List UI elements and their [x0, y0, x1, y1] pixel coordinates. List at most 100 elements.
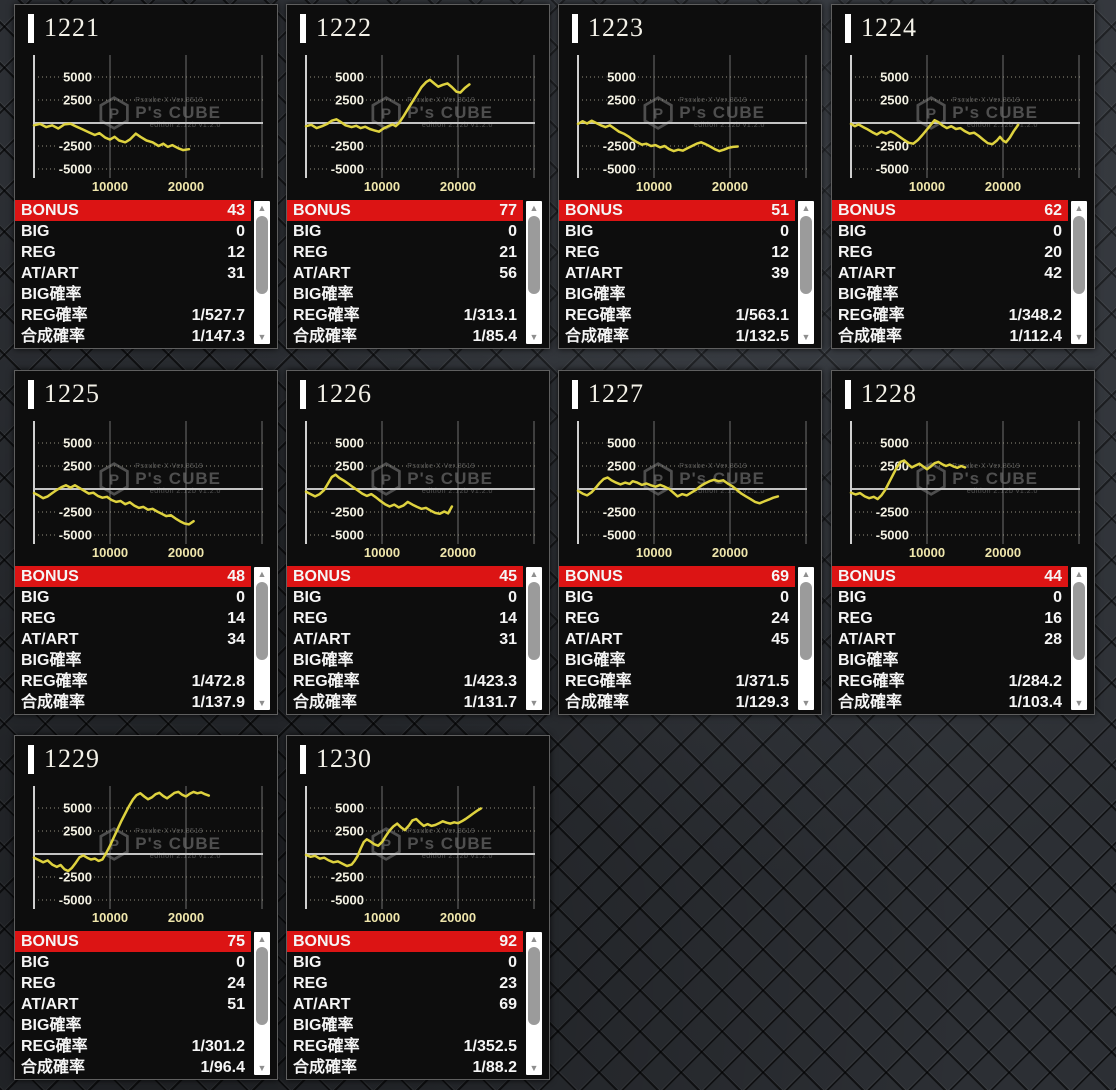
- scroll-down-icon[interactable]: ▼: [1074, 698, 1084, 708]
- reg-rate-label: REG確率: [21, 307, 88, 324]
- header-accent-bar: [28, 744, 34, 774]
- scroll-up-icon[interactable]: ▲: [257, 569, 267, 579]
- scroll-down-icon[interactable]: ▼: [801, 698, 811, 708]
- watermark-text: Pscube X Ver.8519 P's CUBE edition 2.12b…: [407, 463, 493, 496]
- machine-panel-1225[interactable]: 1225 P Pscube X Ver.8519 P's CUBE editio…: [14, 370, 278, 715]
- combined-rate-value: 1/131.7: [463, 694, 517, 711]
- table-row-at-art: AT/ART 28: [832, 629, 1068, 650]
- scrollbar[interactable]: ▲ ▼: [526, 932, 542, 1075]
- scroll-up-icon[interactable]: ▲: [257, 934, 267, 944]
- combined-rate-label: 合成確率: [293, 1059, 358, 1076]
- y-axis-tick: 2500: [880, 93, 909, 108]
- scroll-up-icon[interactable]: ▲: [1074, 569, 1084, 579]
- scrollbar[interactable]: ▲ ▼: [1071, 201, 1087, 344]
- big-rate-label: BIG確率: [293, 1017, 354, 1034]
- slump-graph: P Pscube X Ver.8519 P's CUBE edition 2.1…: [832, 51, 1094, 199]
- big-rate-label: BIG確率: [21, 1017, 82, 1034]
- ps-cube-logo-icon: P: [371, 827, 401, 862]
- machine-panel-1227[interactable]: 1227 P Pscube X Ver.8519 P's CUBE editio…: [558, 370, 822, 715]
- scrollbar[interactable]: ▲ ▼: [526, 567, 542, 710]
- scrollbar[interactable]: ▲ ▼: [254, 567, 270, 710]
- scroll-up-icon[interactable]: ▲: [801, 569, 811, 579]
- ps-cube-logo-icon: P: [99, 96, 129, 131]
- reg-rate-label: REG確率: [21, 673, 88, 690]
- machine-panel-1229[interactable]: 1229 P Pscube X Ver.8519 P's CUBE editio…: [14, 735, 278, 1080]
- big-rate-label: BIG確率: [21, 652, 82, 669]
- scroll-up-icon[interactable]: ▲: [529, 934, 539, 944]
- table-row-big-rate: BIG確率: [15, 284, 251, 305]
- scroll-thumb[interactable]: [1073, 216, 1085, 294]
- y-axis-tick: -5000: [876, 162, 909, 177]
- bonus-value: 75: [227, 933, 245, 950]
- stats-table: BONUS 77 BIG 0 REG 21 AT/ART 56 BIG確率 RE…: [287, 199, 549, 346]
- table-row-reg-rate: REG確率 1/527.7: [15, 305, 251, 326]
- reg-value: 12: [227, 244, 245, 261]
- y-axis-tick: 2500: [607, 459, 636, 474]
- scrollbar[interactable]: ▲ ▼: [1071, 567, 1087, 710]
- slump-graph: P Pscube X Ver.8519 P's CUBE edition 2.1…: [287, 51, 549, 199]
- x-axis-tick: 10000: [92, 179, 128, 194]
- scroll-up-icon[interactable]: ▲: [257, 203, 267, 213]
- scroll-thumb[interactable]: [528, 582, 540, 660]
- table-row-combined-rate: 合成確率 1/88.2: [287, 1057, 523, 1078]
- scroll-thumb[interactable]: [256, 216, 268, 294]
- combined-rate-value: 1/112.4: [1009, 328, 1063, 345]
- scroll-thumb[interactable]: [528, 947, 540, 1025]
- scrollbar[interactable]: ▲ ▼: [254, 932, 270, 1075]
- scroll-thumb[interactable]: [528, 216, 540, 294]
- y-axis-tick: -2500: [59, 139, 92, 154]
- table-row-bonus: BONUS 48: [15, 566, 251, 587]
- scroll-down-icon[interactable]: ▼: [801, 332, 811, 342]
- y-axis-tick: -2500: [331, 870, 364, 885]
- scroll-down-icon[interactable]: ▼: [257, 698, 267, 708]
- machine-panel-1230[interactable]: 1230 P Pscube X Ver.8519 P's CUBE editio…: [286, 735, 550, 1080]
- scroll-down-icon[interactable]: ▼: [529, 332, 539, 342]
- watermark-brand: P's CUBE: [407, 469, 493, 489]
- at-art-value: 69: [499, 996, 517, 1013]
- scroll-thumb[interactable]: [1073, 582, 1085, 660]
- scrollbar[interactable]: ▲ ▼: [798, 567, 814, 710]
- scrollbar[interactable]: ▲ ▼: [254, 201, 270, 344]
- scroll-up-icon[interactable]: ▲: [529, 203, 539, 213]
- watermark-small-bottom: edition 2.12b v1.2.0: [149, 122, 221, 130]
- scrollbar[interactable]: ▲ ▼: [798, 201, 814, 344]
- scroll-up-icon[interactable]: ▲: [1074, 203, 1084, 213]
- table-row-big: BIG 0: [15, 587, 251, 608]
- scroll-thumb[interactable]: [800, 216, 812, 294]
- panel-header: 1222: [287, 5, 549, 51]
- at-art-value: 34: [227, 631, 245, 648]
- scroll-down-icon[interactable]: ▼: [529, 1063, 539, 1073]
- scroll-up-icon[interactable]: ▲: [801, 203, 811, 213]
- scroll-down-icon[interactable]: ▼: [529, 698, 539, 708]
- bonus-value: 69: [771, 568, 789, 585]
- watermark-text: Pscube X Ver.8519 P's CUBE edition 2.12b…: [135, 97, 221, 130]
- machine-number: 1224: [861, 13, 917, 42]
- machine-panel-1223[interactable]: 1223 P Pscube X Ver.8519 P's CUBE editio…: [558, 4, 822, 349]
- bonus-value: 44: [1044, 568, 1062, 585]
- table-row-big-rate: BIG確率: [832, 650, 1068, 671]
- scroll-up-icon[interactable]: ▲: [529, 569, 539, 579]
- scroll-down-icon[interactable]: ▼: [1074, 332, 1084, 342]
- machine-number: 1228: [861, 379, 917, 408]
- machine-panel-1228[interactable]: 1228 P Pscube X Ver.8519 P's CUBE editio…: [831, 370, 1095, 715]
- table-row-big: BIG 0: [559, 221, 795, 242]
- stats-table: BONUS 51 BIG 0 REG 12 AT/ART 39 BIG確率 RE…: [559, 199, 821, 346]
- panel-header: 1227: [559, 371, 821, 417]
- x-axis-tick: 20000: [712, 179, 748, 194]
- scroll-down-icon[interactable]: ▼: [257, 1063, 267, 1073]
- slump-graph: P Pscube X Ver.8519 P's CUBE edition 2.1…: [15, 51, 277, 199]
- machine-panel-1226[interactable]: 1226 P Pscube X Ver.8519 P's CUBE editio…: [286, 370, 550, 715]
- table-row-bonus: BONUS 75: [15, 931, 251, 952]
- machine-panel-1222[interactable]: 1222 P Pscube X Ver.8519 P's CUBE editio…: [286, 4, 550, 349]
- scroll-thumb[interactable]: [256, 947, 268, 1025]
- y-axis-tick: 2500: [63, 824, 92, 839]
- machine-panel-1221[interactable]: 1221 P Pscube X Ver.8519 P's CUBE editio…: [14, 4, 278, 349]
- scrollbar[interactable]: ▲ ▼: [526, 201, 542, 344]
- svg-text:P: P: [109, 473, 119, 489]
- scroll-thumb[interactable]: [256, 582, 268, 660]
- reg-rate-value: 1/352.5: [463, 1038, 517, 1055]
- machine-panel-1224[interactable]: 1224 P Pscube X Ver.8519 P's CUBE editio…: [831, 4, 1095, 349]
- scroll-down-icon[interactable]: ▼: [257, 332, 267, 342]
- scroll-thumb[interactable]: [800, 582, 812, 660]
